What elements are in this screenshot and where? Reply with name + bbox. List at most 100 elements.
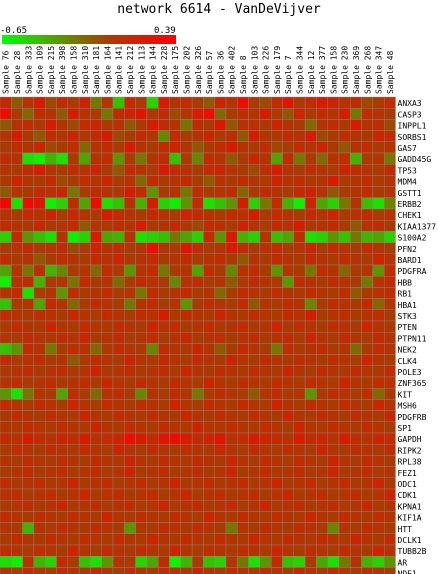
heatmap-cell (180, 332, 193, 344)
heatmap-cell (372, 242, 385, 255)
heatmap-cell (33, 365, 46, 378)
heatmap-cell (135, 320, 148, 333)
heatmap-cell (67, 522, 80, 534)
heatmap-cell (180, 388, 193, 400)
heatmap-cell (384, 242, 396, 255)
heatmap-cell (259, 175, 272, 187)
heatmap-cell (169, 175, 182, 187)
heatmap-cell (67, 208, 80, 221)
heatmap-cell (225, 556, 238, 568)
heatmap-cell (67, 343, 80, 355)
heatmap-cell (237, 107, 249, 120)
heatmap-cell (11, 455, 23, 467)
colorbar-min-label: -0.65 (0, 26, 27, 36)
heatmap-cell (90, 421, 102, 434)
heatmap-cell (101, 466, 114, 479)
heatmap-cell (45, 96, 57, 109)
heatmap-cell (101, 544, 114, 557)
heatmap-cell (90, 466, 102, 479)
heatmap-cell (0, 152, 12, 165)
heatmap-cell (237, 208, 249, 221)
heatmap-cell (78, 219, 91, 232)
heatmap-cell (225, 488, 238, 501)
heatmap-cell (78, 298, 91, 311)
row-label: PTEN (398, 323, 417, 332)
heatmap-cell (203, 208, 215, 221)
heatmap-cell (56, 96, 69, 109)
heatmap-cell (304, 163, 317, 176)
heatmap-cell (56, 231, 69, 243)
heatmap-cell (101, 119, 114, 131)
heatmap-cell (0, 522, 12, 534)
heatmap-cell (191, 567, 204, 574)
heatmap-cell (293, 186, 306, 199)
row-label: RB1 (398, 290, 413, 299)
heatmap-cell (338, 444, 351, 456)
heatmap-cell (225, 186, 238, 199)
heatmap-cell (214, 298, 227, 311)
heatmap-cell (248, 466, 261, 479)
heatmap-cell (316, 287, 328, 299)
heatmap-cell (0, 231, 12, 243)
column-label: Sample 344 (295, 46, 304, 94)
heatmap-cell (384, 477, 396, 490)
heatmap-cell (372, 444, 385, 456)
heatmap-cell (225, 298, 238, 311)
heatmap-cell (90, 287, 102, 299)
heatmap-cell (191, 466, 204, 479)
heatmap-cell (78, 544, 91, 557)
heatmap-cell (135, 186, 148, 199)
heatmap-cell (157, 477, 170, 490)
heatmap-cell (33, 152, 46, 165)
heatmap-cell (237, 399, 249, 411)
heatmap-cell (11, 354, 23, 367)
heatmap-cell (0, 388, 12, 400)
heatmap-cell (157, 376, 170, 389)
heatmap-cell (248, 253, 261, 266)
heatmap-cell (372, 163, 385, 176)
heatmap-cell (338, 343, 351, 355)
heatmap-cell (361, 320, 374, 333)
heatmap-cell (135, 287, 148, 299)
heatmap-cell (180, 175, 193, 187)
heatmap-cell (157, 511, 170, 523)
heatmap-cell (338, 376, 351, 389)
heatmap-cell (22, 376, 35, 389)
heatmap-cell (248, 354, 261, 367)
heatmap-cell (78, 276, 91, 288)
heatmap-cell (33, 455, 46, 467)
heatmap-cell (56, 253, 69, 266)
heatmap-cell (101, 231, 114, 243)
heatmap-cell (237, 253, 249, 266)
heatmap-cell (11, 500, 23, 512)
heatmap-cell (304, 388, 317, 400)
heatmap-cell (203, 388, 215, 400)
heatmap-cell (90, 197, 102, 210)
heatmap-cell (248, 107, 261, 120)
heatmap-cell (67, 264, 80, 277)
heatmap-cell (169, 500, 182, 512)
heatmap-cell (56, 399, 69, 411)
heatmap-cell (338, 466, 351, 479)
heatmap-cell (327, 163, 340, 176)
heatmap-cell (282, 264, 295, 277)
heatmap-cell (372, 264, 385, 277)
heatmap-cell (56, 186, 69, 199)
heatmap-cell (101, 186, 114, 199)
heatmap-cell (124, 354, 136, 367)
heatmap-cell (112, 253, 125, 266)
heatmap-cell (361, 197, 374, 210)
heatmap-cell (203, 130, 215, 143)
heatmap-cell (293, 466, 306, 479)
heatmap-cell (316, 488, 328, 501)
heatmap-cell (78, 119, 91, 131)
heatmap-cell (248, 500, 261, 512)
heatmap-cell (203, 186, 215, 199)
heatmap-cell (316, 365, 328, 378)
heatmap-cell (33, 522, 46, 534)
heatmap-cell (101, 163, 114, 176)
heatmap-cell (78, 567, 91, 574)
heatmap-cell (282, 343, 295, 355)
heatmap-cell (293, 444, 306, 456)
heatmap-cell (169, 343, 182, 355)
